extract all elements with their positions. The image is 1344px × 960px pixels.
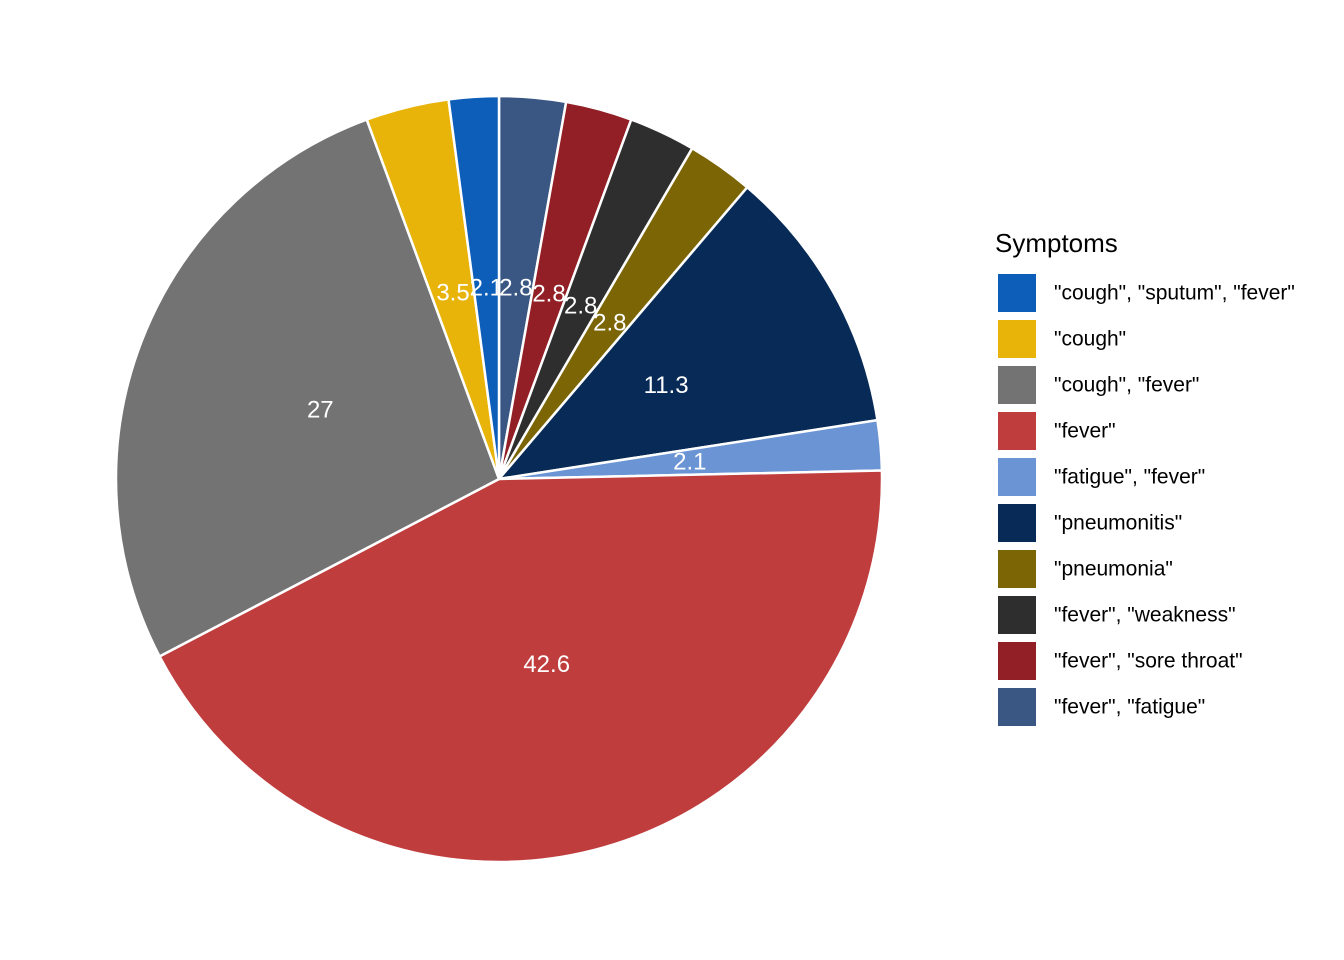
legend-item: "fever" xyxy=(998,412,1116,450)
legend-item: "pneumonitis" xyxy=(998,504,1182,542)
legend-item: "pneumonia" xyxy=(998,550,1173,588)
legend-item: "cough", "fever" xyxy=(998,366,1199,404)
legend-swatch xyxy=(998,320,1036,358)
slice-value-label: 2.8 xyxy=(593,309,626,336)
slice-value-label: 2.1 xyxy=(470,274,503,301)
slice-value-label: 11.3 xyxy=(644,372,689,399)
legend-item: "cough", "sputum", "fever" xyxy=(998,274,1295,312)
pie-slice-cough-fever xyxy=(114,117,501,659)
pie-slice-cough-sputum-fever xyxy=(447,94,501,480)
legend-label: "cough" xyxy=(1054,328,1126,351)
legend: Symptoms "cough", "sputum", "fever""coug… xyxy=(995,228,1295,726)
slice-value-label: 2.8 xyxy=(499,275,532,302)
slice-value-label: 27 xyxy=(307,397,334,424)
legend-items: "cough", "sputum", "fever" "cough" "cough"… xyxy=(998,274,1295,726)
legend-label: "cough", "fever" xyxy=(1054,374,1199,397)
slice-value-label: 2.1 xyxy=(673,449,706,476)
legend-item: "fever", "sore throat" xyxy=(998,642,1243,680)
legend-label: "fatigue", "fever" xyxy=(1054,466,1205,489)
legend-item: "fever", "weakness" xyxy=(998,596,1236,634)
legend-swatch xyxy=(998,550,1036,588)
slice-value-label: 42.6 xyxy=(523,651,570,678)
legend-label: "cough", "sputum", "fever" xyxy=(1054,282,1295,305)
legend-swatch xyxy=(998,458,1036,496)
slice-value-label: 2.8 xyxy=(532,281,565,308)
legend-label: "fever", "fatigue" xyxy=(1054,696,1205,719)
legend-label: "fever" xyxy=(1054,420,1116,443)
legend-swatch xyxy=(998,412,1036,450)
legend-swatch xyxy=(998,596,1036,634)
pie-slice-pneumonitis xyxy=(495,185,879,481)
legend-label: "fever", "weakness" xyxy=(1054,604,1236,627)
legend-label: "pneumonitis" xyxy=(1054,512,1182,535)
slice-value-label: 2.8 xyxy=(564,292,597,319)
legend-item: "fatigue", "fever" xyxy=(998,458,1205,496)
legend-swatch xyxy=(998,642,1036,680)
legend-swatch xyxy=(998,504,1036,542)
pie-slice-fever xyxy=(157,469,884,864)
legend-swatch xyxy=(998,274,1036,312)
legend-label: "fever", "sore throat" xyxy=(1054,650,1243,673)
slice-value-label: 3.5 xyxy=(436,280,469,307)
legend-item: "fever", "fatigue" xyxy=(998,688,1205,726)
legend-title: Symptoms xyxy=(995,228,1118,258)
legend-swatch xyxy=(998,688,1036,726)
legend-item: "cough" xyxy=(998,320,1126,358)
legend-label: "pneumonia" xyxy=(1054,558,1173,581)
legend-swatch xyxy=(998,366,1036,404)
pie-slices xyxy=(114,94,884,864)
